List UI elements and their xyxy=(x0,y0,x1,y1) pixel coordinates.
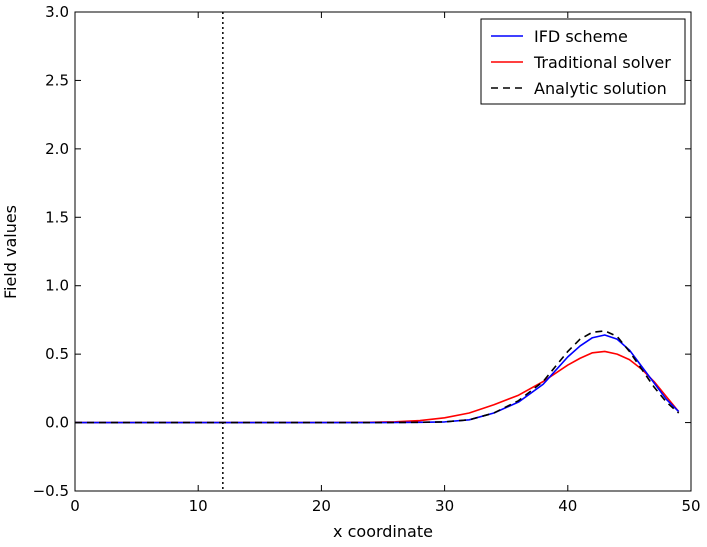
legend: IFD scheme Traditional solver Analytic sol… xyxy=(480,18,686,105)
y-tick-label: 1.0 xyxy=(45,277,69,295)
x-tick-label: 10 xyxy=(189,497,208,515)
plot-area xyxy=(75,12,680,491)
y-tick-label: 2.5 xyxy=(45,71,69,89)
y-tick-label: 1.5 xyxy=(45,208,69,226)
series-line-analytic-solution xyxy=(75,330,680,424)
legend-label: IFD scheme xyxy=(534,27,628,46)
axes: 0 10 20 30 40 50 −0.5 0.0 0.5 1.0 1.5 2.0 2.5 3.0 xyxy=(33,3,701,515)
y-axis-label: Field values xyxy=(1,205,20,299)
x-tick-label: 50 xyxy=(681,497,700,515)
series-line-ifd-scheme xyxy=(75,334,680,424)
y-tick-label: 2.0 xyxy=(45,140,69,158)
series-group xyxy=(75,12,680,491)
x-tick-label: 40 xyxy=(558,497,577,515)
series-line-traditional-solver xyxy=(75,350,680,424)
y-tick-label: −0.5 xyxy=(33,482,69,500)
y-tick-label: 3.0 xyxy=(45,3,69,21)
x-tick-label: 30 xyxy=(435,497,454,515)
x-axis-label: x coordinate xyxy=(333,522,433,541)
x-tick-label: 20 xyxy=(312,497,331,515)
legend-label: Analytic solution xyxy=(534,79,667,98)
legend-label: Traditional solver xyxy=(533,53,671,72)
x-tick-label: 0 xyxy=(70,497,80,515)
y-tick-label: 0.5 xyxy=(45,345,69,363)
y-tick-label: 0.0 xyxy=(45,414,69,432)
plot-frame xyxy=(74,11,692,492)
